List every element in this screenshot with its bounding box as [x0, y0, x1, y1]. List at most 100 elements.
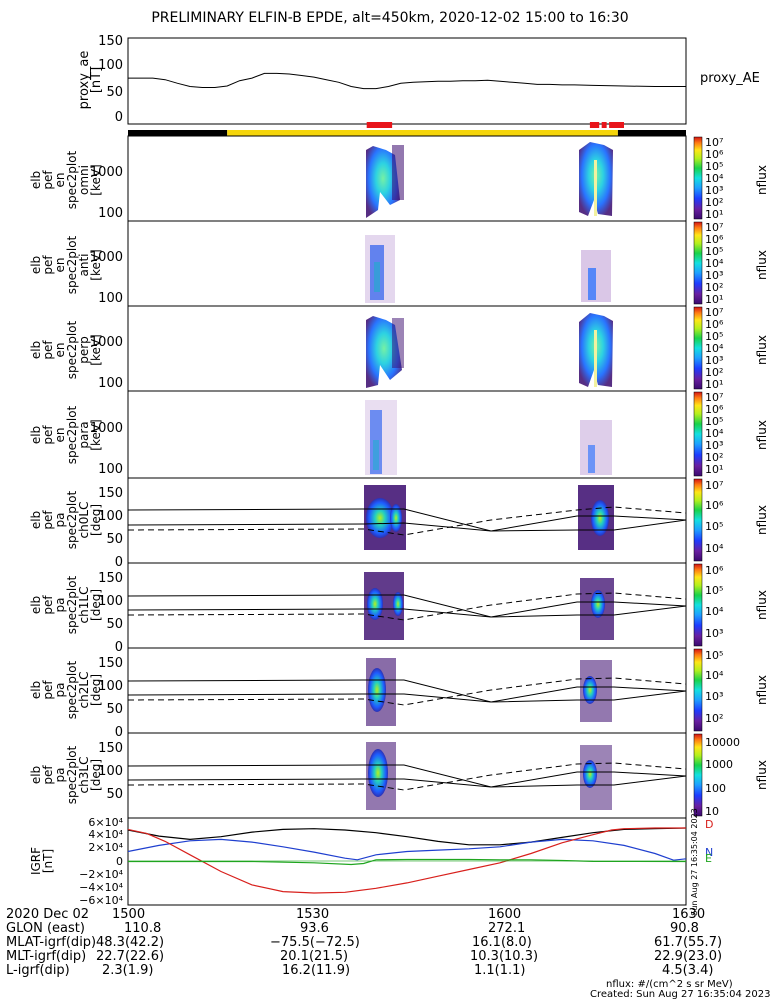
status-black-segment: [128, 130, 228, 137]
cbar-perp-zlabel: nflux: [755, 335, 769, 365]
pa-panel-ch0: 150 100 50 0 elb pef pa spec2plot ch0LC …: [29, 477, 687, 570]
cbar-ch3-zlabel: nflux: [755, 760, 769, 790]
pa-ch0-ylabel-6: [deg]: [89, 504, 103, 536]
energy-omni-ytick-100: 100: [98, 206, 123, 221]
cbar-ch1-zlabel: nflux: [755, 590, 769, 620]
colorbar-labels-pa-ch1: 10⁶ 10⁵ 10⁴ 10³ nflux: [705, 564, 769, 640]
cbar-anti-l1: 10⁶: [705, 233, 724, 246]
status-red-segment: [609, 122, 624, 128]
pa-ch1-ylabel-6: [deg]: [89, 589, 103, 621]
cbar-para-zlabel: nflux: [755, 420, 769, 450]
bottom-val-date-1500: 1500: [112, 907, 146, 922]
bottom-val-l-1: 2.3(1.9): [102, 963, 154, 978]
cbar-anti-l3: 10⁴: [705, 257, 724, 270]
energy-panel-para: 1000 100 elb pef en spec2plot para [keV]: [29, 390, 687, 479]
cbar-anti-l6: 10¹: [705, 293, 723, 306]
energy-para-ylabel-4: spec2plot: [65, 405, 79, 464]
cbar-ch0-l3: 10⁴: [705, 542, 724, 555]
pa-ch3-ytick-100: 100: [98, 764, 123, 779]
bottom-val-mlat-4: 61.7(55.7): [654, 935, 723, 950]
pa-ch3-ylabel-6: [deg]: [89, 759, 103, 791]
energy-anti-ylabel-6: [keV]: [89, 249, 103, 280]
bottom-label-l: L-igrf(dip): [6, 963, 70, 978]
cbar-perp-l2: 10⁵: [705, 330, 723, 343]
cbar-para-l4: 10³: [705, 439, 723, 452]
cbar-anti-l2: 10⁵: [705, 245, 723, 258]
cbar-omni-l3: 10⁴: [705, 172, 724, 185]
cbar-perp-l3: 10⁴: [705, 342, 724, 355]
energy-panel-omni: 1000 100 elb pef en spec2plot omni [keV]: [29, 135, 687, 222]
pa-ch1-ylabel-3: pa: [53, 598, 67, 613]
status-red-segment: [589, 122, 600, 128]
pa-ch1-ytick-150: 150: [98, 571, 123, 586]
bottom-val-mlat-3: 16.1(8.0): [472, 935, 532, 950]
pa-ch0-ytick-0: 0: [115, 555, 123, 570]
pa-ch1-ytick-100: 100: [98, 594, 123, 609]
igrf-stamp: Sun Aug 27 16:35:04 2023: [690, 808, 699, 915]
energy-para-event2: [580, 420, 612, 475]
energy-omni-ylabel-6: [keV]: [89, 164, 103, 195]
cbar-ch3-l1: 1000: [705, 758, 733, 771]
igrf-ytick-m6e4: −6×10⁴: [79, 894, 123, 907]
pa-panel-ch1: 150 100 50 0 elb pef pa spec2plot ch1LC …: [29, 562, 687, 655]
cbar-ch2-l1: 10⁴: [705, 669, 724, 682]
pa-ch2-ytick-0: 0: [115, 725, 123, 740]
bottom-label-glon: GLON (east): [6, 921, 85, 936]
pa-ch1-ytick-50: 50: [106, 617, 123, 632]
cbar-perp-l1: 10⁶: [705, 318, 724, 331]
pa-ch2-ylabel-4: spec2plot: [65, 660, 79, 719]
cbar-ch0-l2: 10⁵: [705, 520, 723, 533]
cbar-perp-l6: 10¹: [705, 378, 723, 391]
cbar-ch1-l3: 10³: [705, 627, 723, 640]
bottom-val-mlat-1: 48.3(42.2): [96, 935, 165, 950]
pa-ch2-ylabel-2: pef: [41, 680, 55, 700]
bottom-val-l-2: 16.2(11.9): [282, 963, 351, 978]
bottom-val-l-4: 4.5(3.4): [662, 963, 714, 978]
cbar-omni-l0: 10⁷: [705, 136, 723, 149]
bottom-val-date-1630: 1630: [672, 907, 706, 922]
igrf-ylabel-2: [nT]: [41, 849, 55, 873]
pa-ch0-event1-side: [390, 504, 402, 532]
bottom-val-mlt-3: 10.3(10.3): [470, 949, 539, 964]
ae-panel-frame: [127, 37, 687, 125]
cbar-para-l0: 10⁷: [705, 391, 723, 404]
bottom-val-mlt-1: 22.7(22.6): [96, 949, 165, 964]
igrf-ytick-m4e4: −4×10⁴: [79, 881, 123, 894]
energy-panel-perp: 1000 100 elb pef en spec2plot perp [keV]: [29, 305, 687, 392]
colorbar-pa-ch1: [693, 563, 703, 647]
energy-perp-ylabel-6: [keV]: [89, 334, 103, 365]
pa-ch0-ylabel-4: spec2plot: [65, 490, 79, 549]
pa-ch1-event1-side: [393, 592, 403, 616]
ae-ytick-150: 150: [98, 34, 123, 49]
energy-anti-ylabel-4: spec2plot: [65, 235, 79, 294]
energy-para-ylabel-6: [keV]: [89, 419, 103, 450]
cbar-ch3-l0: 10000: [705, 736, 740, 749]
bottom-val-date-1600: 1600: [488, 907, 522, 922]
igrf-ytick-0: 0: [116, 855, 123, 868]
pa-ch0-ytick-100: 100: [98, 509, 123, 524]
cbar-omni-l4: 10³: [705, 184, 723, 197]
cbar-ch1-l1: 10⁵: [705, 584, 723, 597]
pa-panel-ch2: 150 100 50 0 elb pef pa spec2plot ch2LC …: [29, 647, 687, 740]
cbar-perp-l4: 10³: [705, 354, 723, 367]
ae-ylabel-line1: proxy_ae: [77, 51, 92, 110]
ae-ytick-0: 0: [115, 110, 123, 125]
ae-ytick-50: 50: [106, 85, 123, 100]
colorbar-energy-perp: [693, 306, 703, 390]
bottom-label-mlat: MLAT-igrf(dip): [6, 935, 97, 950]
pa-panel-ch3: 150 100 50 elb pef pa spec2plot ch3LC [d…: [29, 732, 687, 819]
figure-title: PRELIMINARY ELFIN-B EPDE, alt=450km, 202…: [151, 10, 628, 26]
bottom-val-l-3: 1.1(1.1): [474, 963, 526, 978]
cbar-ch3-l3: 10: [705, 805, 719, 818]
pa-ch3-ylabel-1: elb: [29, 766, 43, 784]
pa-ch2-event2-core: [583, 676, 597, 704]
colorbar-pa-ch2: [693, 648, 703, 732]
cbar-omni-zlabel: nflux: [755, 165, 769, 195]
pa-ch0-ytick-150: 150: [98, 486, 123, 501]
colorbar-labels-pa-ch0: 10⁷ 10⁶ 10⁵ 10⁴ nflux: [705, 479, 769, 555]
colorbar-pa-ch3: [693, 733, 703, 817]
energy-para-ylabel-5: para: [77, 421, 91, 448]
created-stamp: Created: Sun Aug 27 16:35:04 2023: [590, 989, 771, 1000]
cbar-ch0-zlabel: nflux: [755, 505, 769, 535]
bottom-label-mlt: MLT-igrf(dip): [6, 949, 87, 964]
